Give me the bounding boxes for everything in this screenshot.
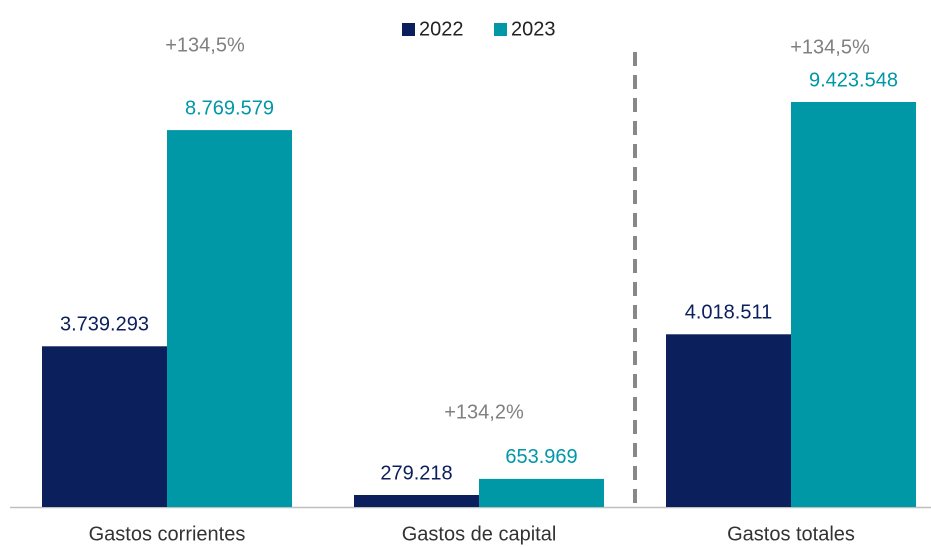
legend-label: 2022 xyxy=(419,18,464,40)
annotation: +134,5% xyxy=(165,34,245,56)
value-label: 653.969 xyxy=(505,446,577,468)
x-tick-label: Gastos totales xyxy=(727,523,855,545)
legend-swatch xyxy=(494,23,507,36)
value-label: 8.769.579 xyxy=(185,97,274,119)
value-label: 3.739.293 xyxy=(60,314,149,336)
annotation: +134,5% xyxy=(790,36,870,58)
annotation: +134,2% xyxy=(444,401,524,423)
legend-label: 2023 xyxy=(511,18,556,40)
legend-swatch xyxy=(402,23,415,36)
value-label: 9.423.548 xyxy=(809,69,898,91)
bar xyxy=(791,102,916,507)
x-tick-label: Gastos de capital xyxy=(402,523,557,545)
bar xyxy=(167,130,292,508)
x-tick-label: Gastos corrientes xyxy=(89,523,246,545)
value-label: 4.018.511 xyxy=(685,302,773,324)
value-label: 279.218 xyxy=(380,462,452,484)
bar xyxy=(42,346,167,507)
bar xyxy=(354,494,479,507)
bar xyxy=(479,478,604,507)
bar xyxy=(666,334,791,507)
